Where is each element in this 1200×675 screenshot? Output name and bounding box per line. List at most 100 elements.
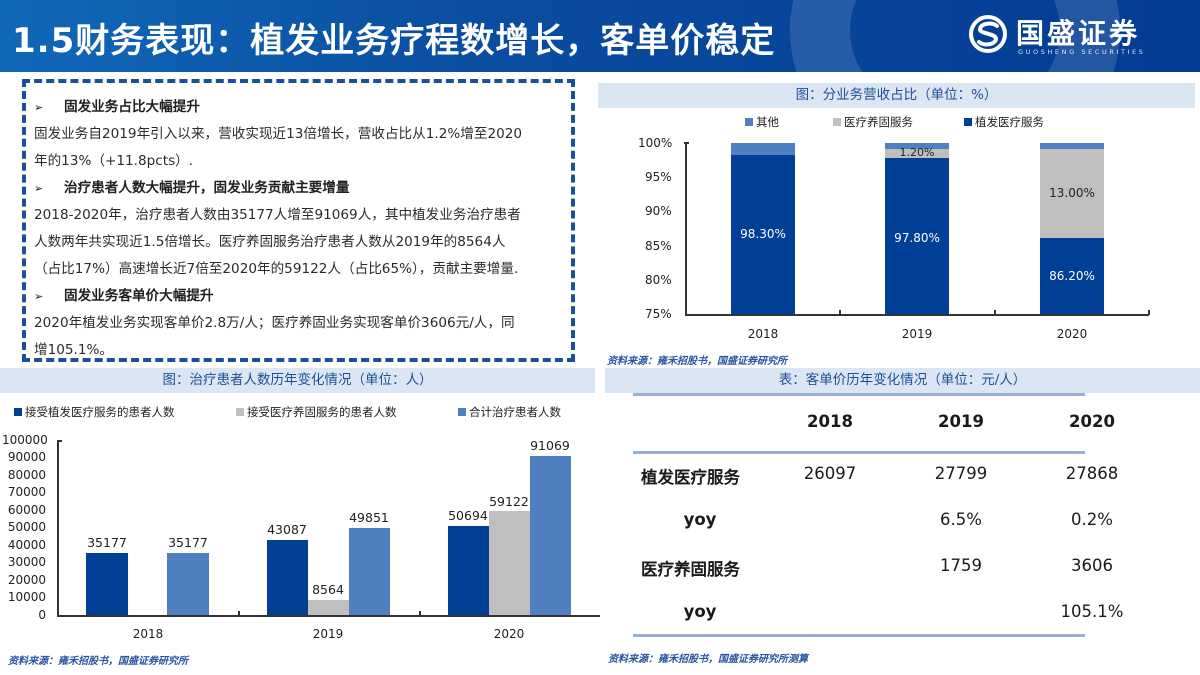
header-decoration [790, 0, 1120, 72]
axis-tick [839, 310, 841, 315]
bar-label: 97.80% [894, 231, 940, 245]
bar-2020-maintenance [1040, 149, 1104, 238]
x-tick: 2019 [901, 327, 933, 341]
y-tick: 90% [645, 204, 672, 218]
company-logo: 国盛证券 GUOSHENG SECURITIES [968, 10, 1168, 60]
bar-2018-transplant [731, 155, 795, 314]
bar-label: 49851 [349, 510, 389, 525]
y-tick: 80% [645, 273, 672, 287]
bar-2019-other [885, 143, 949, 149]
arrow-bullet-icon: ➢ [34, 290, 44, 303]
table-header-rule [633, 451, 1085, 454]
y-tick: 40000 [7, 538, 46, 552]
table-top-rule [633, 393, 1085, 396]
y-axis [685, 142, 687, 315]
y-tick: 30000 [7, 555, 46, 569]
body-line: 2020年植发业务实现客单价2.8万/人；医疗养固业务实现客单价3606元/人，… [34, 315, 515, 331]
bar-2019-maintenance-patients [308, 600, 349, 615]
bar-2020-maintenance-patients [489, 511, 530, 615]
table-header-cell: 2020 [1069, 412, 1115, 431]
bar-label: 35177 [87, 535, 127, 550]
legend-swatch-icon [964, 118, 972, 126]
bar-label: 13.00% [1049, 186, 1095, 200]
bar-2019-total-patients [349, 528, 390, 615]
table-cell: 0.2% [1071, 510, 1113, 529]
x-tick: 2019 [312, 627, 344, 641]
legend-item-other: 其他 [745, 114, 779, 130]
axis-tick [1148, 310, 1150, 315]
bar-label: 59122 [489, 494, 529, 509]
legend-swatch-icon [458, 408, 466, 416]
chart-source-note: 资料来源：雍禾招股书，国盛证券研究所 [607, 356, 787, 367]
bar-2018-transplant-patients [86, 553, 128, 615]
bar-label: 35177 [168, 535, 208, 550]
y-tick: 100000 [2, 433, 48, 447]
body-line: 人数两年共实现近1.5倍增长。医疗养固服务治疗患者人数从2019年的8564人 [34, 234, 506, 250]
y-tick: 100% [638, 136, 673, 150]
bar-2020-total-patients [530, 456, 571, 615]
y-tick: 75% [645, 307, 672, 321]
table-cell: 6.5% [940, 510, 982, 529]
y-tick: 90000 [7, 450, 46, 464]
x-tick: 2020 [1056, 327, 1088, 341]
bar-label: 98.30% [740, 227, 786, 241]
y-tick: 95% [645, 170, 672, 184]
patients-chart-title: 图：治疗患者人数历年变化情况（单位：人） [0, 368, 595, 393]
legend-item-transplant: 植发医疗服务 [964, 114, 1044, 130]
body-line: （占比17%）高速增长近7倍至2020年的59122人（占比65%），贡献主要增… [34, 261, 519, 277]
body-line: 年的13%（+11.8pcts）. [34, 153, 194, 169]
bar-label: 50694 [448, 508, 488, 523]
bar-2020-other [1040, 143, 1104, 149]
bullet-heading: ➢ 治疗患者人数大幅提升，固发业务贡献主要增量 [34, 180, 350, 196]
logo-english-name: GUOSHENG SECURITIES [1018, 48, 1146, 56]
slide-title: 1.5财务表现：植发业务疗程数增长，客单价稳定 [12, 21, 776, 61]
summary-textbox: ➢ 固发业务占比大幅提升 固发业务自2019年引入以来，营收实现近13倍增长，营收… [22, 79, 575, 362]
y-tick: 85% [645, 239, 672, 253]
slide-header: 1.5财务表现：植发业务疗程数增长，客单价稳定 国盛证券 GUOSHENG SE… [0, 0, 1200, 72]
legend-item-transplant-patients: 接受植发医疗服务的患者人数 [14, 404, 175, 420]
axis-tick [419, 611, 421, 616]
bar-label: 1.20% [899, 146, 935, 159]
legend-item-maintenance-patients: 接受医疗养固服务的患者人数 [236, 404, 397, 420]
legend-item-maintenance: 医疗养固服务 [833, 114, 913, 130]
arrow-bullet-icon: ➢ [34, 182, 44, 195]
table-bottom-rule [633, 634, 1085, 637]
legend-swatch-icon [236, 408, 244, 416]
table-cell: 27799 [934, 464, 988, 483]
bar-label: 91069 [530, 438, 570, 453]
unit-price-table-title: 表：客单价历年变化情况（单位：元/人） [605, 368, 1200, 393]
x-tick: 2020 [493, 627, 525, 641]
bar-label: 8564 [312, 582, 344, 597]
table-row-label: yoy [683, 602, 717, 621]
guosheng-logo-icon [969, 15, 1007, 53]
y-axis [57, 440, 59, 616]
table-source-note: 资料来源：雍禾招股书，国盛证券研究所测算 [608, 654, 808, 665]
y-tick: 10000 [7, 590, 46, 604]
bar-2019-maintenance [885, 149, 949, 158]
table-cell: 3606 [1071, 556, 1113, 575]
y-tick: 50000 [7, 520, 46, 534]
body-line: 2018-2020年，治疗患者人数由35177人增至91069人，其中植发业务治… [34, 207, 521, 223]
x-tick: 2018 [747, 327, 779, 341]
bullet-heading: ➢ 固发业务占比大幅提升 [34, 99, 200, 115]
axis-tick [994, 310, 996, 315]
bullet-heading: ➢ 固发业务客单价大幅提升 [34, 288, 214, 304]
legend-item-total-patients: 合计治疗患者人数 [458, 404, 561, 420]
table-row-label: 医疗养固服务 [641, 560, 740, 579]
table-row-label: yoy [683, 510, 717, 529]
y-tick: 70000 [7, 485, 46, 499]
bar-2018-total-patients [167, 553, 209, 615]
x-axis [685, 314, 1149, 316]
body-line: 增105.1%。 [34, 342, 114, 358]
body-line: 固发业务自2019年引入以来，营收实现近13倍增长，营收占比从1.2%增至202… [34, 126, 523, 142]
table-cell: 27868 [1065, 464, 1119, 483]
table-row-label: 植发医疗服务 [641, 468, 740, 487]
table-cell: 26097 [803, 464, 857, 483]
x-axis [57, 615, 600, 617]
legend-swatch-icon [14, 408, 22, 416]
legend-swatch-icon [833, 118, 841, 126]
logo-chinese-name: 国盛证券 [1016, 17, 1141, 50]
axis-tick [238, 611, 240, 616]
table-header-cell: 2018 [807, 412, 853, 431]
table-header-cell: 2019 [938, 412, 984, 431]
